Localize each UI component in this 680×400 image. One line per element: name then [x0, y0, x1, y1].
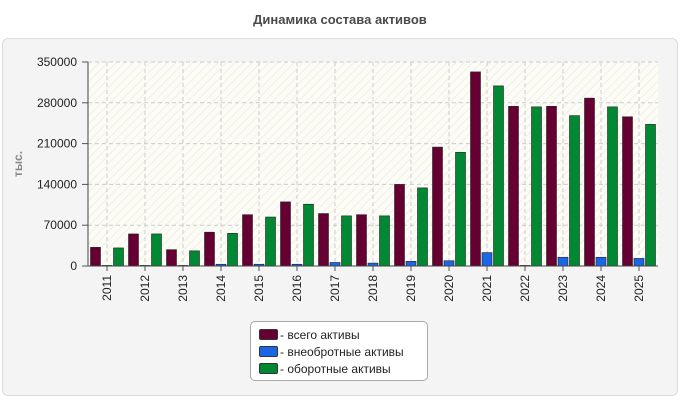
bar-total-2024 [584, 97, 595, 267]
y-tick-label: 350000 [37, 55, 77, 69]
bar-total-2013 [166, 249, 177, 267]
legend-item-current: - оборотные активы [259, 360, 427, 377]
bar-noncurrent-2017 [329, 262, 341, 267]
x-tick-label: 2020 [442, 275, 456, 302]
bar-total-2022 [508, 105, 519, 267]
bar-current-2013 [189, 250, 200, 267]
legend-swatch-total [259, 329, 278, 340]
bar-total-2015 [242, 214, 253, 267]
bar-current-2023 [569, 115, 580, 267]
bar-current-2012 [151, 233, 162, 267]
bar-current-2021 [493, 85, 504, 267]
bar-current-2019 [417, 187, 428, 267]
x-tick-label: 2016 [290, 275, 304, 302]
y-tick-label: 70000 [44, 218, 78, 232]
bar-noncurrent-2021 [481, 252, 493, 267]
legend-swatch-noncurrent [259, 346, 278, 357]
x-tick-label: 2012 [138, 275, 152, 302]
bar-current-2015 [265, 216, 276, 267]
bar-total-2011 [90, 247, 101, 267]
legend-label-noncurrent: - внеобротные активы [280, 344, 404, 359]
bar-noncurrent-2025 [633, 258, 645, 267]
x-tick-label: 2015 [252, 275, 266, 302]
x-tick-label: 2014 [214, 275, 228, 302]
x-tick-label: 2022 [518, 275, 532, 302]
bar-noncurrent-2023 [557, 256, 569, 267]
bar-total-2021 [470, 71, 481, 267]
y-tick-label: 210000 [37, 137, 77, 151]
bar-current-2014 [227, 233, 238, 267]
bar-current-2016 [303, 203, 314, 267]
x-tick-label: 2011 [100, 275, 114, 301]
x-tick-label: 2018 [366, 275, 380, 302]
bar-total-2025 [622, 116, 633, 267]
bar-current-2022 [531, 106, 542, 267]
y-axis-label: тыс. [11, 151, 25, 177]
legend-label-total: - всего активы [280, 327, 360, 342]
bar-total-2023 [546, 105, 557, 267]
legend-item-total: - всего активы [259, 326, 427, 343]
bar-total-2020 [432, 146, 443, 267]
x-tick-label: 2023 [556, 275, 570, 302]
x-tick-label: 2024 [594, 275, 608, 302]
chart-title: Динамика состава активов [253, 12, 427, 27]
chart-legend: - всего активы - внеобротные активы - об… [250, 321, 428, 381]
bar-total-2019 [394, 184, 405, 267]
bar-noncurrent-2020 [443, 260, 455, 267]
x-tick-label: 2017 [328, 275, 342, 302]
bar-current-2011 [113, 247, 124, 267]
bar-total-2017 [318, 213, 329, 267]
y-tick-label: 0 [70, 259, 77, 273]
bar-current-2017 [341, 215, 352, 267]
legend-label-current: - оборотные активы [280, 361, 391, 376]
bar-total-2012 [128, 233, 139, 267]
x-tick-label: 2013 [176, 275, 190, 302]
bar-noncurrent-2019 [405, 261, 417, 267]
x-tick-label: 2021 [480, 275, 494, 302]
bar-total-2014 [204, 231, 215, 267]
legend-item-noncurrent: - внеобротные активы [259, 343, 427, 360]
bar-current-2020 [455, 152, 466, 267]
bar-noncurrent-2024 [595, 256, 607, 267]
bar-total-2018 [356, 214, 367, 267]
x-tick-label: 2025 [632, 275, 646, 302]
y-tick-label: 140000 [37, 177, 77, 191]
bar-current-2018 [379, 215, 390, 267]
bar-current-2025 [645, 124, 656, 267]
bar-current-2024 [607, 106, 618, 267]
y-tick-label: 280000 [37, 96, 77, 110]
x-tick-label: 2019 [404, 275, 418, 302]
legend-swatch-current [259, 363, 278, 374]
bar-total-2016 [280, 201, 291, 267]
